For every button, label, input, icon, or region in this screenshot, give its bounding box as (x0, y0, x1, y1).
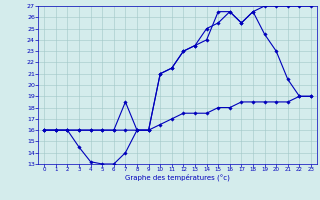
X-axis label: Graphe des températures (°c): Graphe des températures (°c) (125, 174, 230, 181)
